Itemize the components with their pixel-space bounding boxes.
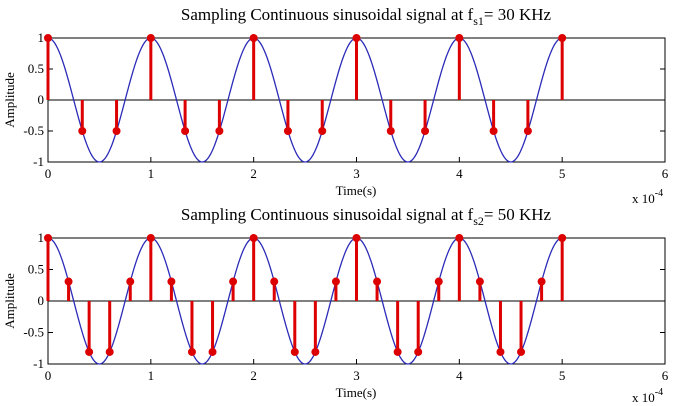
subplot-1-sample-point xyxy=(352,34,361,42)
subplot-2-x-multiplier: x 10-4 xyxy=(632,387,663,405)
subplot-1-sample-point xyxy=(386,127,395,135)
subplot-1-sample-point xyxy=(455,34,464,42)
subplot-1-sample-point xyxy=(249,34,258,42)
subplot-2-continuous-signal xyxy=(47,237,563,365)
subplot-2-sample-point xyxy=(393,347,402,356)
subplot-2-sample-point xyxy=(208,347,217,356)
subplot-1-ytick-label: -1 xyxy=(33,154,44,169)
subplot-1-ytick-label: 1 xyxy=(38,30,45,45)
subplot-1-xtick-label: 4 xyxy=(456,166,463,181)
subplot-1-sample-point xyxy=(112,127,121,135)
subplot-2-title: Sampling Continuous sinusoidal signal at… xyxy=(181,205,552,228)
subplot-1-xtick-label: 3 xyxy=(353,166,360,181)
subplot-1-ytick-label: -0.5 xyxy=(23,123,44,138)
subplot-1-continuous-signal xyxy=(47,37,563,163)
subplot-1-sample-point xyxy=(146,34,155,42)
subplot-2-sample-point xyxy=(496,347,505,356)
subplot-1: Sampling Continuous sinusoidal signal at… xyxy=(2,5,669,206)
subplot-1-ylabel: Amplitude xyxy=(2,72,17,128)
subplot-1-sample-point xyxy=(523,127,532,135)
subplot-1-xtick-label: 2 xyxy=(250,166,257,181)
subplot-2-ytick-label: -1 xyxy=(33,356,44,371)
subplot-2-sample-point xyxy=(44,234,52,242)
subplot-2-sample-point xyxy=(331,277,340,286)
subplot-2-sample-point xyxy=(537,277,546,286)
subplot-1-xtick-label: 0 xyxy=(45,166,52,181)
subplot-2-sample-point xyxy=(146,234,155,242)
subplot-1-sample-point xyxy=(489,127,498,135)
subplot-2-sample-point xyxy=(85,347,94,356)
subplot-2-sample-point xyxy=(249,234,258,242)
subplot-1-sample-point xyxy=(318,127,327,135)
subplot-1-xlabel: Time(s) xyxy=(336,183,377,198)
subplot-1-sample-point xyxy=(215,127,224,135)
subplot-1-xtick-label: 5 xyxy=(559,166,566,181)
subplot-1-ytick-label: 0.5 xyxy=(28,61,44,76)
subplot-2-xlabel: Time(s) xyxy=(336,385,377,400)
subplot-2-sample-point xyxy=(414,347,423,356)
subplot-2-sample-point xyxy=(558,234,567,242)
subplot-2-sample-point xyxy=(290,347,299,356)
subplot-2-xtick-label: 2 xyxy=(250,368,257,383)
subplot-2-sample-point xyxy=(475,277,484,286)
subplot-1-plot-area: 0 1 2 3 4 5 6 -1 -0.5 0 0.5 1 xyxy=(23,30,668,181)
subplot-1-sample-point xyxy=(44,34,52,42)
subplot-2-xtick-label: 6 xyxy=(662,368,669,383)
subplot-2-ytick-label: 0.5 xyxy=(28,262,44,277)
subplot-2-sample-point xyxy=(352,234,361,242)
subplot-2-sample-point xyxy=(434,277,443,286)
subplot-1-sample-point xyxy=(421,127,430,135)
subplot-2-sample-point xyxy=(455,234,464,242)
subplot-2-ytick-label: -0.5 xyxy=(23,325,44,340)
subplot-1-sample-point xyxy=(181,127,190,135)
subplot-2-xtick-label: 5 xyxy=(559,368,566,383)
subplot-2-ytick-label: 1 xyxy=(38,230,45,245)
subplot-1-xtick-label: 1 xyxy=(148,166,155,181)
subplot-2-xtick-label: 4 xyxy=(456,368,463,383)
subplot-2-xtick-label: 3 xyxy=(353,368,360,383)
subplot-1-xtick-label: 6 xyxy=(662,166,669,181)
subplot-2-sample-point xyxy=(229,277,238,286)
subplot-2-sample-point xyxy=(517,347,526,356)
subplot-2-sample-point xyxy=(167,277,176,286)
subplot-2-sample-point xyxy=(311,347,320,356)
subplot-2-ytick-label: 0 xyxy=(38,293,45,308)
subplot-1-sample-point xyxy=(558,34,567,42)
subplot-2-plot-area: 0 1 2 3 4 5 6 -1 -0.5 0 0.5 1 xyxy=(23,230,668,383)
subplot-2-sample-point xyxy=(373,277,382,286)
subplot-2-xtick-label: 1 xyxy=(148,368,155,383)
subplot-1-sample-point xyxy=(283,127,292,135)
subplot-2-sample-point xyxy=(64,277,73,286)
subplot-2-xtick-label: 0 xyxy=(45,368,52,383)
subplot-1-x-multiplier: x 10-4 xyxy=(632,188,663,206)
subplot-1-title: Sampling Continuous sinusoidal signal at… xyxy=(181,5,552,28)
subplot-2-sample-point xyxy=(187,347,196,356)
subplot-1-sample-point xyxy=(78,127,87,135)
subplot-2-sample-point xyxy=(270,277,279,286)
subplot-1-ytick-label: 0 xyxy=(38,92,45,107)
subplot-2-sample-point xyxy=(105,347,114,356)
subplot-2-ylabel: Amplitude xyxy=(2,273,17,329)
subplot-2: Sampling Continuous sinusoidal signal at… xyxy=(2,205,669,405)
subplot-2-sample-point xyxy=(126,277,135,286)
